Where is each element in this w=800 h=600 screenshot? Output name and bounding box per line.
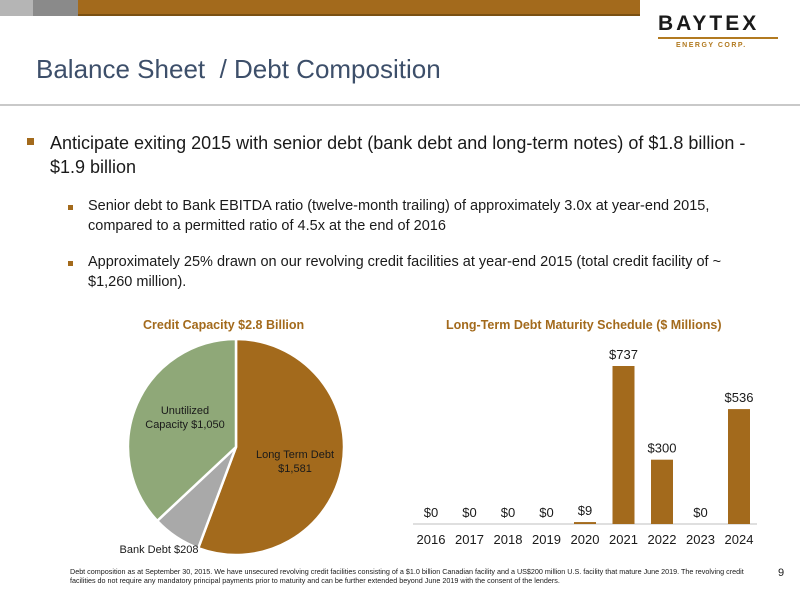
slide-title: Balance Sheet / Debt Composition — [36, 54, 441, 84]
pie-label-long-term-debt-line2: $1,581 — [278, 463, 312, 475]
top-accent-bar — [0, 0, 640, 16]
pie-label-bank-debt-line1: Bank Debt $208 — [119, 544, 199, 556]
bar-value-label-2019: $0 — [539, 505, 553, 520]
x-tick-label-2020: 2020 — [571, 532, 600, 547]
x-tick-label-2017: 2017 — [455, 532, 484, 547]
bar-chart-title: Long-Term Debt Maturity Schedule ($ Mill… — [446, 318, 722, 332]
title-divider — [0, 104, 800, 106]
bar-2024 — [728, 409, 750, 524]
x-tick-label-2023: 2023 — [686, 532, 715, 547]
bar-value-label-2018: $0 — [501, 505, 515, 520]
bar-value-label-2021: $737 — [609, 347, 638, 362]
bar-value-label-2023: $0 — [693, 505, 707, 520]
debt-maturity-bar-chart: $0 2016 $0 2017 $0 2018 $0 2019 $9 2020 $737 2021 $3… — [413, 347, 757, 547]
pie-label-unutilized-line1: Unutilized — [160, 405, 210, 417]
pie-label-bank-debt: Bank Debt $208 — [104, 543, 214, 557]
bar-value-label-2022: $300 — [648, 441, 677, 456]
bar-value-label-2017: $0 — [462, 505, 476, 520]
x-tick-label-2021: 2021 — [609, 532, 638, 547]
company-logo: BAYTEX ENERGY CORP. — [640, 0, 800, 70]
bullet-marker-sub2 — [68, 261, 73, 266]
bar-2021 — [612, 366, 635, 524]
bullet-sub2: Approximately 25% drawn on our revolving… — [88, 254, 722, 290]
x-tick-label-2019: 2019 — [532, 532, 561, 547]
x-tick-label-2018: 2018 — [494, 532, 523, 547]
pie-chart-title: Credit Capacity $2.8 Billion — [143, 318, 305, 332]
bar-value-label-2024: $536 — [725, 390, 754, 405]
pie-label-long-term-debt: Long Term Debt $1,581 — [240, 448, 350, 476]
bullet-main: Anticipate exiting 2015 with senior debt… — [50, 133, 746, 177]
logo-subtitle: ENERGY CORP. — [676, 42, 747, 49]
bullet-marker-sub1 — [68, 205, 73, 210]
accent-line — [78, 14, 640, 16]
accent-block-light — [0, 0, 33, 16]
accent-block-dark — [33, 0, 78, 16]
footnote: Debt composition as at September 30, 201… — [70, 567, 744, 585]
pie-label-long-term-debt-line1: Long Term Debt — [255, 449, 335, 461]
pie-label-unutilized-line2: Capacity $1,050 — [145, 419, 225, 431]
pie-slice-unutilized — [126, 337, 238, 523]
bar-2020 — [574, 522, 596, 524]
bullet-marker-main — [27, 138, 34, 145]
x-tick-label-2024: 2024 — [725, 532, 754, 547]
bullet-sub1: Senior debt to Bank EBITDA ratio (twelve… — [88, 198, 710, 234]
bar-2022 — [651, 459, 673, 524]
bar-value-label-2020: $9 — [578, 503, 592, 518]
x-tick-label-2016: 2016 — [417, 532, 446, 547]
pie-slice-long-term-debt — [196, 337, 346, 557]
pie-label-unutilized: Unutilized Capacity $1,050 — [130, 404, 240, 432]
logo-wordmark: BAYTEX — [658, 12, 760, 35]
logo-rule — [658, 37, 778, 39]
page-number: 9 — [778, 567, 785, 579]
bar-value-label-2016: $0 — [424, 505, 438, 520]
credit-capacity-pie-chart — [126, 337, 346, 557]
x-tick-label-2022: 2022 — [648, 532, 677, 547]
